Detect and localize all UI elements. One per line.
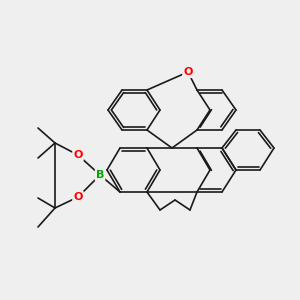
Text: O: O [73,192,83,202]
Text: B: B [96,170,104,180]
Text: O: O [183,67,193,77]
Text: O: O [73,150,83,160]
